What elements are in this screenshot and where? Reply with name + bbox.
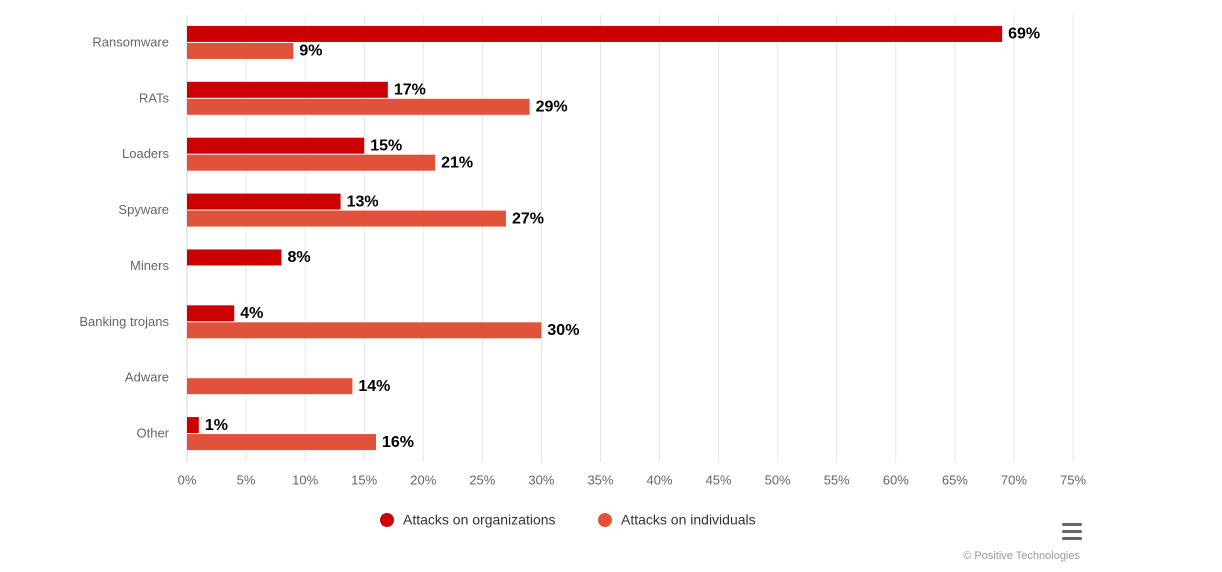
credit: © Positive Technologies: [963, 550, 1080, 562]
value-label: 15%: [370, 137, 402, 154]
x-tick-label: 45%: [706, 472, 732, 487]
menu-icon-bar: [1062, 537, 1082, 540]
value-label: 69%: [1008, 26, 1040, 43]
bar: [187, 42, 294, 59]
value-label: 8%: [288, 249, 311, 266]
category-label: RATs: [139, 90, 170, 105]
value-label: 13%: [347, 193, 379, 210]
legend-item[interactable]: Attacks on organizations: [380, 512, 556, 528]
category-label: Banking trojans: [79, 314, 169, 329]
value-label: 29%: [536, 99, 568, 116]
x-tick-label: 35%: [587, 472, 613, 487]
menu-button[interactable]: [1062, 523, 1082, 540]
x-tick-label: 10%: [292, 472, 318, 487]
value-label: 21%: [441, 154, 473, 171]
x-tick-label: 60%: [883, 472, 909, 487]
x-tick-label: 15%: [351, 472, 377, 487]
menu-icon-bar: [1062, 530, 1082, 533]
category-label: Miners: [130, 258, 170, 273]
bar: [187, 249, 282, 266]
bar: [187, 98, 530, 115]
bar: [187, 154, 436, 171]
legend-item[interactable]: Attacks on individuals: [598, 512, 756, 528]
bar: [187, 137, 365, 154]
bar: [187, 434, 377, 451]
value-label: 14%: [358, 378, 390, 395]
category-label: Spyware: [118, 202, 169, 217]
value-label: 9%: [299, 43, 322, 60]
category-label: Other: [136, 426, 169, 441]
x-tick-label: 30%: [528, 472, 554, 487]
bar: [187, 378, 353, 395]
legend-label: Attacks on organizations: [403, 512, 556, 528]
bar: [187, 210, 506, 227]
x-tick-label: 40%: [647, 472, 673, 487]
legend-marker: [598, 513, 612, 527]
legend-label: Attacks on individuals: [621, 512, 756, 528]
value-label: 1%: [205, 417, 228, 434]
x-tick-label: 20%: [410, 472, 436, 487]
bar: [187, 417, 199, 434]
x-tick-label: 65%: [942, 472, 968, 487]
value-label: 4%: [240, 305, 263, 322]
bar: [187, 193, 341, 210]
x-tick-label: 25%: [469, 472, 495, 487]
category-label: Ransomware: [92, 34, 169, 49]
bar: [187, 305, 235, 322]
menu-icon-bar: [1062, 523, 1082, 526]
category-label: Loaders: [122, 146, 169, 161]
x-tick-label: 50%: [765, 472, 791, 487]
bar: [187, 81, 388, 98]
value-label: 30%: [547, 322, 579, 339]
legend-marker: [380, 513, 394, 527]
x-tick-label: 55%: [824, 472, 850, 487]
x-tick-label: 5%: [237, 472, 256, 487]
bar: [187, 322, 542, 339]
value-label: 17%: [394, 82, 426, 99]
x-tick-label: 0%: [178, 472, 197, 487]
value-label: 16%: [382, 434, 414, 451]
bar: [187, 25, 1003, 42]
x-tick-label: 75%: [1060, 472, 1086, 487]
category-label: Adware: [125, 370, 169, 385]
x-tick-label: 70%: [1001, 472, 1027, 487]
value-label: 27%: [512, 210, 544, 227]
